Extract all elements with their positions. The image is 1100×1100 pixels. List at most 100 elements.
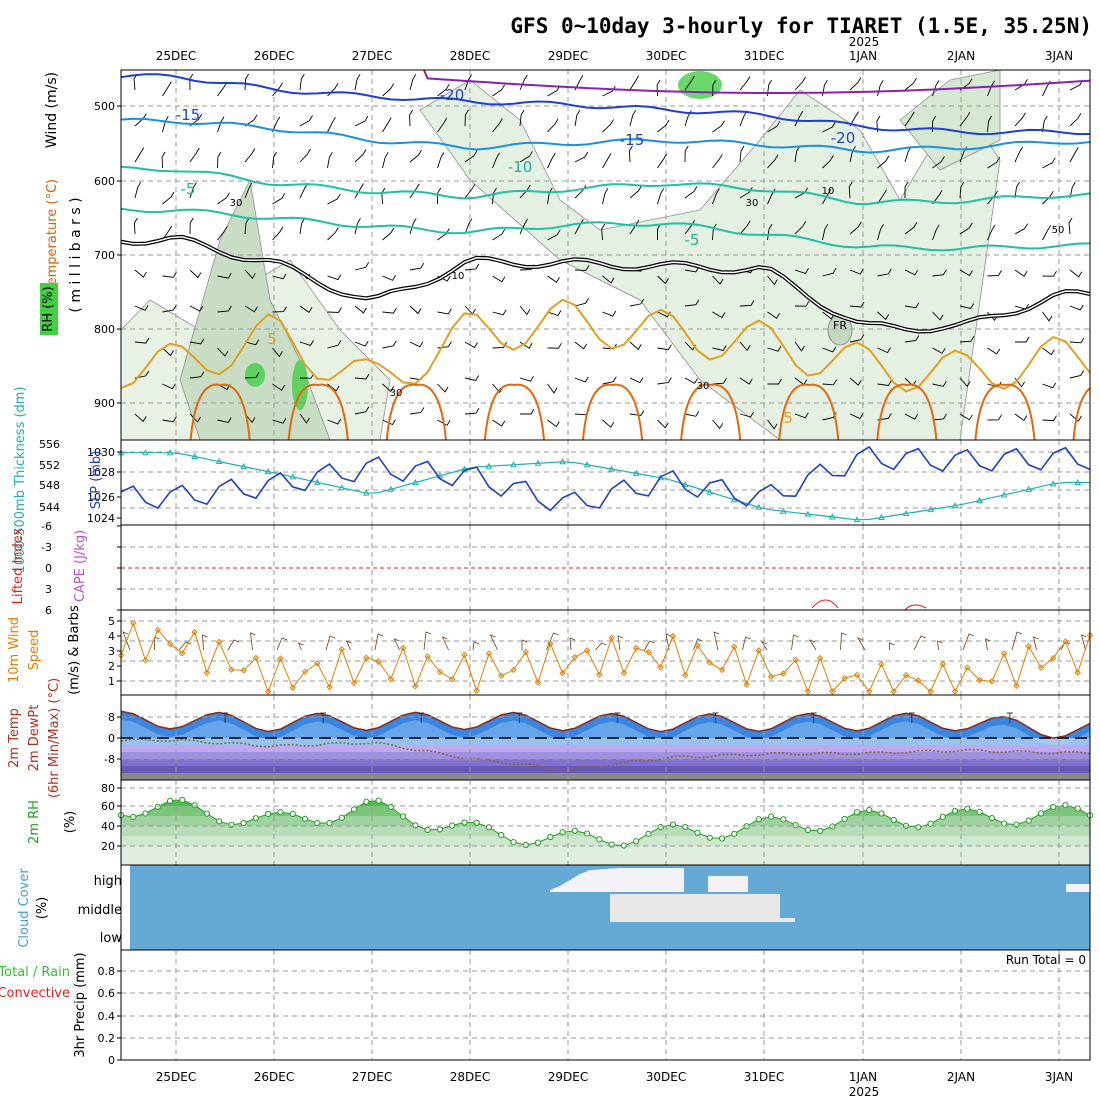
- wind-barb: [162, 383, 176, 390]
- rh-marker: [817, 827, 824, 835]
- rh-marker: [326, 819, 333, 827]
- panel-label: 2m DewPt: [27, 705, 42, 772]
- wind-barb: [547, 275, 560, 283]
- wind-barb: [272, 116, 281, 133]
- wind-barb: [354, 373, 370, 380]
- rh-marker: [645, 830, 652, 837]
- wind-speed-marker: [878, 661, 885, 668]
- wind-speed-marker: [326, 683, 333, 691]
- wind-barb: [519, 305, 531, 316]
- thickness-marker: [951, 502, 959, 509]
- wind-barb: [712, 345, 727, 352]
- wind-barb-10m: [297, 642, 304, 651]
- wind-barb-10m: [1011, 631, 1023, 651]
- rh-marker: [939, 813, 946, 820]
- y-tick-label: 2: [108, 660, 115, 673]
- isotherm-line-diurnal: [876, 383, 938, 440]
- thickness-marker: [902, 509, 910, 517]
- wind-barb: [1014, 269, 1028, 277]
- rh-marker: [694, 829, 701, 836]
- wind-speed-marker: [927, 688, 934, 695]
- wind-speed-marker: [755, 647, 763, 654]
- wind-speed-marker: [866, 688, 873, 695]
- wind-barb: [134, 147, 145, 163]
- rh-marker: [301, 815, 309, 822]
- wind-speed-marker: [902, 671, 910, 679]
- thickness-marker: [1074, 479, 1082, 486]
- wind-barb: [684, 299, 700, 307]
- wind-speed-marker: [363, 654, 370, 661]
- thickness-marker: [608, 465, 615, 472]
- rh-marker: [657, 824, 664, 831]
- wind-barb: [629, 75, 640, 91]
- wind-barb: [684, 75, 695, 91]
- wind-barb: [739, 341, 751, 352]
- wind-barb: [519, 151, 533, 163]
- rh-shading: [899, 70, 1001, 171]
- wind-barb: [739, 145, 745, 163]
- wind-barb: [657, 119, 670, 133]
- rh-marker: [1050, 803, 1057, 811]
- wind-barb: [299, 182, 309, 199]
- wind-barb: [602, 275, 615, 284]
- wind-barb: [244, 269, 256, 279]
- wind-speed-marker: [829, 688, 836, 695]
- wind-barb: [712, 188, 720, 205]
- wind-barb: [547, 152, 556, 169]
- wind-barb: [244, 114, 258, 127]
- cloud-level-label: high: [94, 874, 122, 889]
- wind-barb-10m: [393, 638, 400, 651]
- wind-barb: [217, 151, 222, 169]
- wind-barb: [272, 82, 283, 97]
- y-tick-label: 500: [94, 100, 115, 113]
- high-cloud: [1066, 884, 1090, 892]
- isotherm-line: [121, 298, 1090, 393]
- wind-barb: [272, 383, 285, 391]
- wind-barb: [657, 153, 668, 169]
- wind-barb-10m: [840, 632, 847, 651]
- thickness-marker: [387, 485, 395, 492]
- wind-barb: [189, 217, 194, 235]
- wind-speed-marker: [608, 634, 615, 642]
- thickness-marker: [289, 473, 297, 480]
- rh-contour-label: 30: [697, 381, 710, 392]
- temp-band: [121, 759, 1090, 766]
- wind-barb-10m: [374, 633, 384, 651]
- wind-barb: [767, 121, 781, 133]
- wind-barb: [602, 310, 617, 317]
- wind-speed-marker: [1062, 638, 1069, 645]
- wind-barb: [189, 182, 197, 199]
- wind-barb: [712, 419, 724, 430]
- wind-barb: [987, 414, 1002, 421]
- wind-barb: [1014, 181, 1020, 199]
- wind-barb: [162, 347, 174, 357]
- wind-barb: [574, 376, 589, 383]
- wind-barb: [849, 413, 864, 420]
- rh-marker: [375, 797, 382, 804]
- wind-barb: [932, 413, 947, 421]
- minmax-marker: [222, 712, 229, 723]
- date-label: 30DEC: [646, 1070, 686, 1084]
- wind-barb: [382, 340, 397, 349]
- wind-barb: [1069, 113, 1082, 127]
- wind-barb: [189, 338, 205, 345]
- y-tick-label: 4: [108, 630, 115, 643]
- temp-band: [121, 766, 1090, 773]
- wind-speed-marker: [424, 653, 431, 660]
- thickness-marker: [166, 449, 174, 456]
- wind-speed-marker: [620, 669, 628, 677]
- temp2m-panel: 80-82m Temp 2m DewPt (6hr Min/Max) (°C): [7, 678, 1091, 798]
- date-label: 1JAN: [849, 1070, 877, 1084]
- wind-speed-marker: [559, 670, 566, 677]
- y-tick-label: 900: [94, 397, 115, 410]
- wind-barb: [161, 151, 166, 169]
- wind-barb: [409, 305, 422, 315]
- wind-speed-marker: [780, 670, 787, 677]
- wind-barb: [822, 379, 837, 386]
- wind-barb: [657, 419, 669, 429]
- rh-marker: [130, 813, 137, 821]
- rh-marker: [584, 830, 591, 837]
- rh-fill-group: [121, 800, 1090, 865]
- wind-barb: [492, 152, 500, 169]
- rh-marker: [829, 823, 836, 830]
